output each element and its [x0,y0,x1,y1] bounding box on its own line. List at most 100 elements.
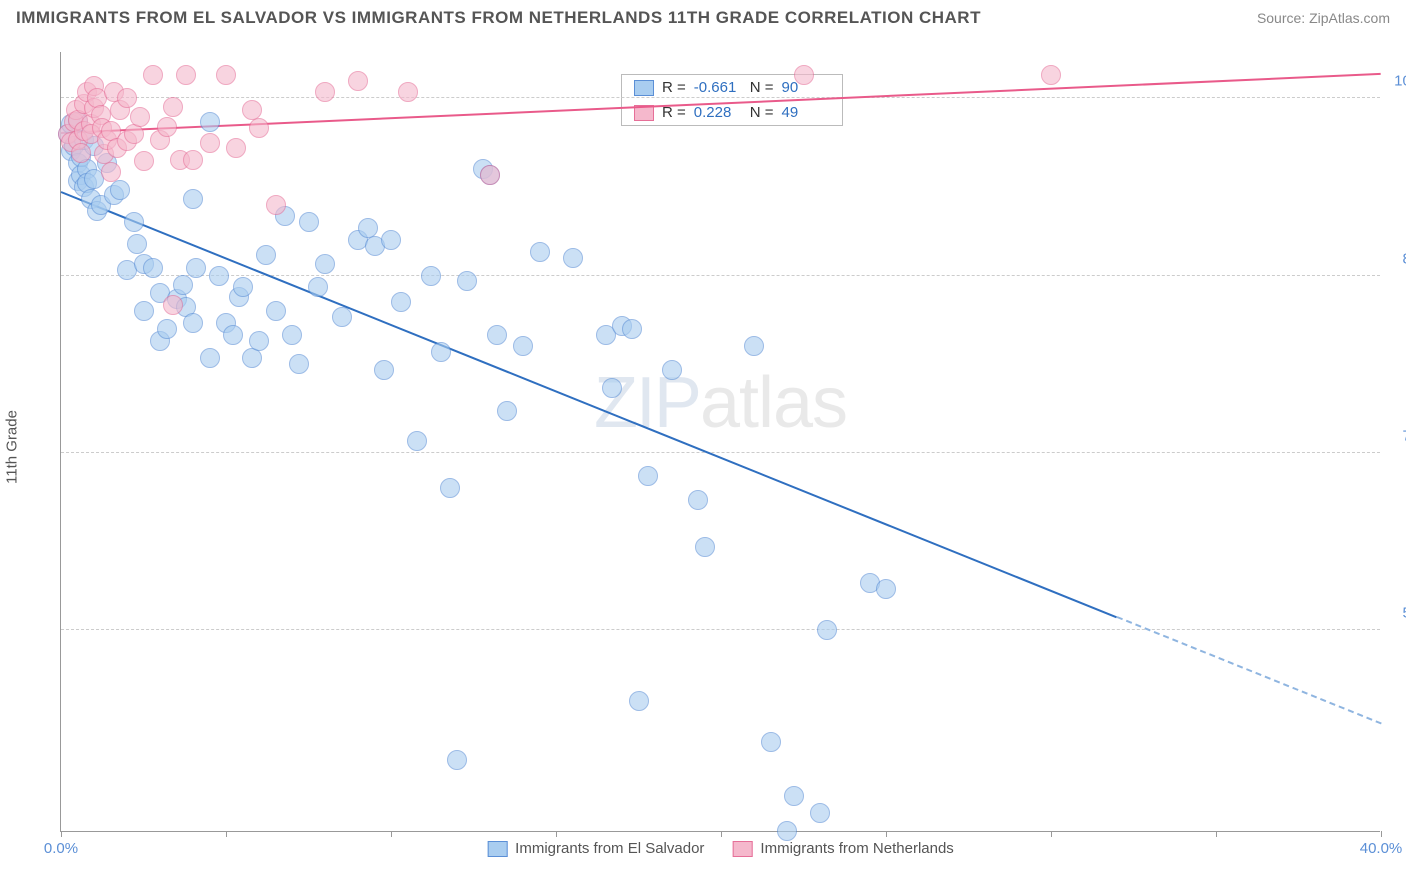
x-tick [886,831,887,837]
data-point [289,354,309,374]
data-point [223,325,243,345]
data-point [530,242,550,262]
n-label: N = [750,79,774,96]
x-tick [226,831,227,837]
data-point [421,266,441,286]
data-point [183,313,203,333]
x-tick [391,831,392,837]
data-point [563,248,583,268]
data-point [431,342,451,362]
data-point [315,254,335,274]
chart-title: IMMIGRANTS FROM EL SALVADOR VS IMMIGRANT… [16,8,981,28]
x-tick [61,831,62,837]
data-point [447,750,467,770]
y-tick-label: 70.0% [1385,427,1406,444]
data-point [186,258,206,278]
gridline [61,452,1380,453]
data-point [638,466,658,486]
data-point [784,786,804,806]
data-point [110,180,130,200]
data-point [256,245,276,265]
data-point [487,325,507,345]
data-point [348,71,368,91]
data-point [315,82,335,102]
gridline [61,629,1380,630]
gridline [61,97,1380,98]
x-tick-label: 40.0% [1360,840,1403,857]
x-tick [1051,831,1052,837]
data-point [117,88,137,108]
data-point [183,150,203,170]
data-point [622,319,642,339]
data-point [130,107,150,127]
x-tick [1216,831,1217,837]
data-point [777,821,797,841]
r-value: -0.661 [694,79,742,96]
data-point [391,292,411,312]
data-point [299,212,319,232]
x-tick [556,831,557,837]
data-point [695,537,715,557]
data-point [157,117,177,137]
trend-line [61,191,1118,618]
y-tick-label: 100.0% [1385,73,1406,90]
x-tick [1381,831,1382,837]
data-point [249,331,269,351]
data-point [101,162,121,182]
data-point [183,189,203,209]
source-link[interactable]: ZipAtlas.com [1309,10,1390,26]
data-point [662,360,682,380]
data-point [176,65,196,85]
data-point [761,732,781,752]
data-point [71,143,91,163]
r-value: 0.228 [694,104,742,121]
data-point [480,165,500,185]
data-point [127,234,147,254]
data-point [602,378,622,398]
data-point [266,195,286,215]
y-axis-title: 11th Grade [4,410,21,484]
data-point [374,360,394,380]
chart-header: IMMIGRANTS FROM EL SALVADOR VS IMMIGRANT… [0,0,1406,32]
series-legend: Immigrants from El Salvador Immigrants fr… [487,840,954,857]
data-point [457,271,477,291]
data-point [124,212,144,232]
data-point [143,258,163,278]
legend-swatch [634,80,654,96]
data-point [200,348,220,368]
x-tick-label: 0.0% [44,840,78,857]
data-point [440,478,460,498]
data-point [282,325,302,345]
x-tick [721,831,722,837]
data-point [308,277,328,297]
source-attribution: Source: ZipAtlas.com [1257,10,1390,26]
data-point [143,65,163,85]
data-point [266,301,286,321]
data-point [629,691,649,711]
gridline [61,275,1380,276]
y-tick-label: 85.0% [1385,250,1406,267]
legend-label: Immigrants from El Salvador [515,840,704,857]
data-point [407,431,427,451]
legend-item: Immigrants from Netherlands [732,840,953,857]
data-point [1041,65,1061,85]
legend-swatch [487,841,507,857]
data-point [163,97,183,117]
legend-label: Immigrants from Netherlands [760,840,953,857]
data-point [398,82,418,102]
data-point [216,65,236,85]
data-point [744,336,764,356]
r-label: R = [662,79,686,96]
source-prefix: Source: [1257,10,1309,26]
data-point [381,230,401,250]
data-point [249,118,269,138]
watermark: ZIPatlas [594,362,847,444]
data-point [794,65,814,85]
data-point [688,490,708,510]
plot-area: ZIPatlas R =-0.661N =90R =0.228N =49 Imm… [60,52,1380,832]
data-point [134,151,154,171]
watermark-part-a: ZIP [594,363,700,443]
data-point [817,620,837,640]
n-value: 49 [782,104,830,121]
trend-line [1117,616,1382,724]
